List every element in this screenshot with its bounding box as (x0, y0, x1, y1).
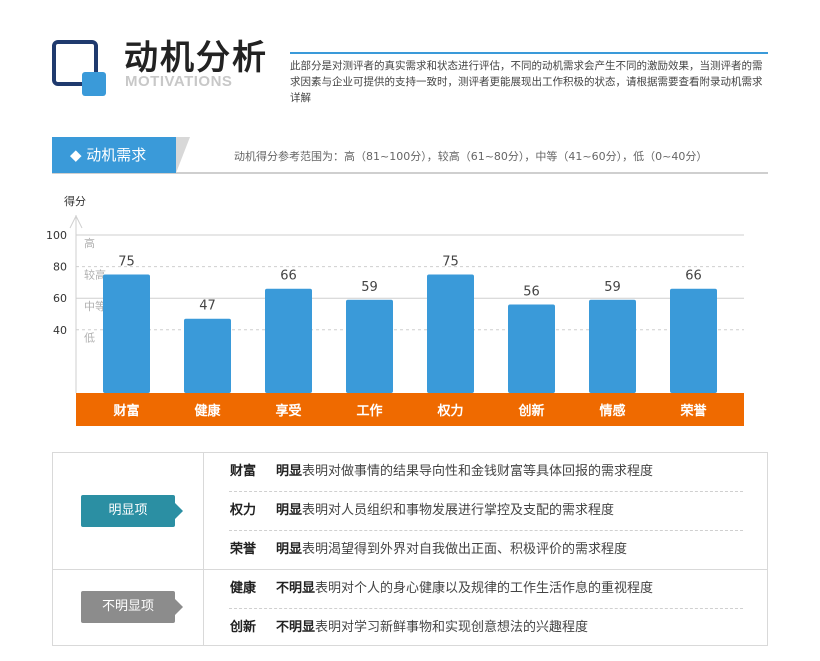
row-desc: 不明显表明对学习新鲜事物和实现创意想法的兴趣程度 (276, 620, 589, 635)
row-desc: 明显表明渴望得到外界对自我做出正面、积极评价的需求程度 (276, 542, 628, 557)
section-tab: ◆ 动机需求 (52, 137, 176, 173)
category-band (76, 393, 744, 426)
row-desc: 明显表明对人员组织和事物发展进行掌控及支配的需求程度 (276, 503, 615, 518)
y-tick-label: 100 (46, 229, 67, 242)
y-tick-label: 60 (53, 292, 67, 305)
bar (265, 288, 312, 393)
level-label: 较高 (84, 267, 106, 281)
y-axis-title: 得分 (64, 195, 86, 208)
x-tick-label: 创新 (517, 403, 544, 419)
bar-value-label: 75 (118, 255, 135, 270)
bar-value-label: 66 (280, 269, 297, 284)
table-row: 创新 不明显表明对学习新鲜事物和实现创意想法的兴趣程度 (204, 609, 744, 647)
table-row: 财富 明显表明对做事情的结果导向性和金钱财富等具体回报的需求程度 (204, 453, 744, 491)
score-range-note: 动机得分参考范围为：高（81~100分），较高（61~80分），中等（41~60… (234, 150, 708, 163)
logo-square-icon (82, 72, 106, 96)
x-tick-label: 享受 (275, 403, 301, 419)
bar (589, 299, 636, 393)
bar-value-label: 75 (442, 255, 459, 270)
bar (103, 274, 150, 393)
logo-frame-icon (52, 40, 98, 86)
y-tick-label: 40 (53, 324, 67, 337)
bar-value-label: 47 (199, 299, 216, 314)
bar (670, 288, 717, 393)
table-row: 健康 不明显表明对个人的身心健康以及规律的工作生活作息的重视程度 (204, 570, 744, 608)
bar (427, 274, 474, 393)
level-label: 低 (84, 332, 95, 345)
y-tick-label: 80 (53, 261, 67, 274)
bar-value-label: 59 (604, 280, 621, 295)
table-row: 荣誉 明显表明渴望得到外界对自我做出正面、积极评价的需求程度 (204, 531, 744, 569)
y-axis-arrow-icon (69, 214, 83, 229)
page-subtitle: MOTIVATIONS (125, 73, 233, 90)
row-separator (229, 530, 743, 531)
row-desc: 不明显表明对个人的身心健康以及规律的工作生活作息的重视程度 (276, 581, 654, 596)
bar (346, 299, 393, 393)
motivation-table: 明显项 不明显项 财富 明显表明对做事情的结果导向性和金钱财富等具体回报的需求程… (52, 452, 768, 646)
section-tab-shadow (176, 137, 190, 173)
weak-group-badge: 不明显项 (81, 591, 183, 623)
table-row: 权力 明显表明对人员组织和事物发展进行掌控及支配的需求程度 (204, 492, 744, 530)
row-key: 财富 (230, 464, 257, 479)
row-key: 创新 (230, 620, 257, 635)
strong-group-badge: 明显项 (81, 495, 183, 527)
bar (508, 304, 555, 393)
row-key: 权力 (230, 503, 257, 518)
bar (184, 318, 231, 393)
level-label: 中等 (84, 299, 106, 313)
x-tick-label: 工作 (356, 403, 382, 419)
level-label: 高 (84, 236, 95, 250)
bar-value-label: 66 (685, 269, 702, 284)
x-tick-label: 情感 (599, 403, 625, 419)
intro-divider (290, 52, 768, 54)
row-key: 荣誉 (230, 542, 257, 557)
x-tick-label: 财富 (113, 403, 139, 419)
x-tick-label: 权力 (436, 403, 463, 419)
bar-value-label: 59 (361, 280, 378, 295)
x-tick-label: 健康 (194, 403, 221, 419)
x-tick-label: 荣誉 (679, 403, 707, 419)
row-desc: 明显表明对做事情的结果导向性和金钱财富等具体回报的需求程度 (276, 464, 654, 479)
table-divider-horizontal (53, 569, 767, 570)
row-separator (229, 608, 743, 609)
row-separator (229, 491, 743, 492)
intro-text: 此部分是对测评者的真实需求和状态进行评估，不同的动机需求会产生不同的激励效果，当… (290, 60, 763, 104)
table-divider-vertical (203, 453, 204, 645)
row-key: 健康 (230, 581, 257, 596)
section-divider (52, 172, 768, 174)
page-title: 动机分析 (124, 38, 268, 78)
bar-value-label: 56 (523, 285, 540, 300)
